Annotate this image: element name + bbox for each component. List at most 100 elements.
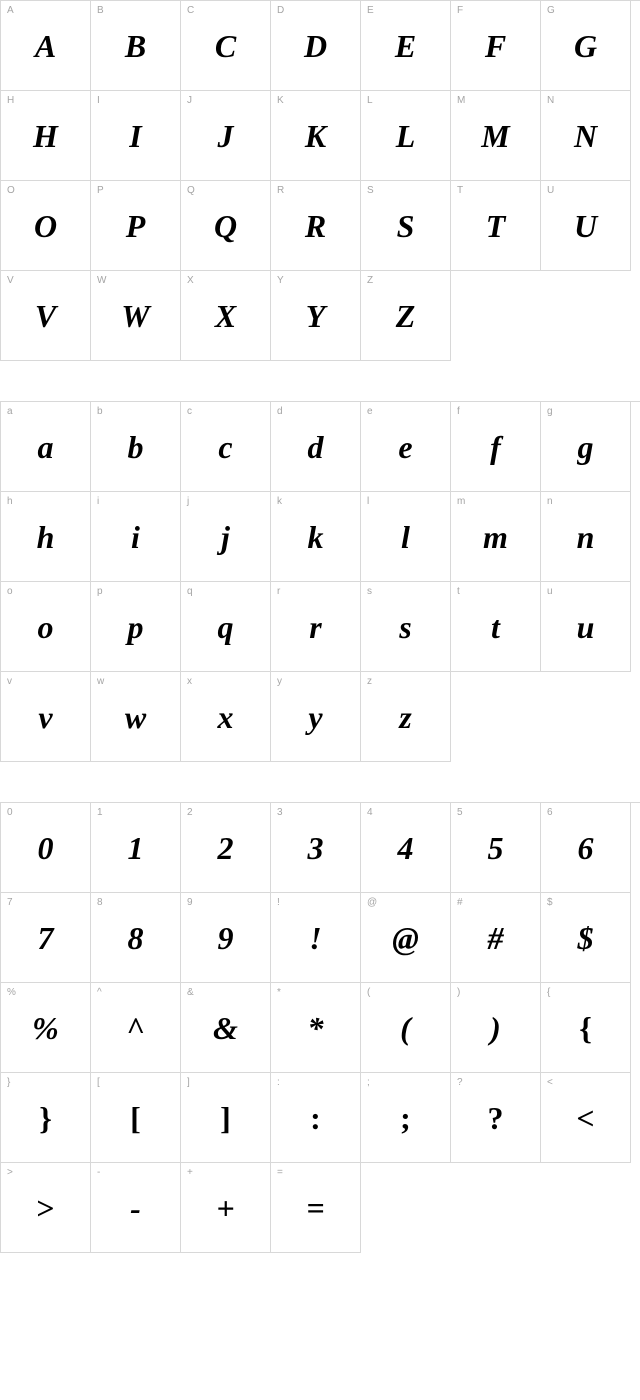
glyph-cell[interactable]: AA [1, 1, 91, 91]
glyph-cell[interactable]: tt [451, 582, 541, 672]
glyph-cell[interactable]: RR [271, 181, 361, 271]
glyph-cell[interactable]: gg [541, 402, 631, 492]
glyph-display: R [305, 210, 326, 242]
glyph-display: ! [309, 922, 321, 954]
glyph-cell[interactable]: YY [271, 271, 361, 361]
glyph-cell[interactable]: TT [451, 181, 541, 271]
glyph-cell[interactable]: UU [541, 181, 631, 271]
glyph-cell[interactable]: LL [361, 91, 451, 181]
glyph-cell[interactable]: yy [271, 672, 361, 762]
glyph-cell[interactable]: ]] [181, 1073, 271, 1163]
glyph-cell[interactable]: ee [361, 402, 451, 492]
glyph-cell[interactable]: %% [1, 983, 91, 1073]
glyph-cell[interactable]: vv [1, 672, 91, 762]
glyph-cell[interactable]: 88 [91, 893, 181, 983]
glyph-cell[interactable]: ++ [181, 1163, 271, 1253]
glyph-cell[interactable]: && [181, 983, 271, 1073]
glyph-cell[interactable]: oo [1, 582, 91, 672]
glyph-cell[interactable]: ^^ [91, 983, 181, 1073]
glyph-cell[interactable]: :: [271, 1073, 361, 1163]
section-uppercase: AABBCCDDEEFFGG HHIIJJKKLLMMNN OOPPQQRRSSTT… [0, 0, 640, 361]
glyph-cell[interactable]: pp [91, 582, 181, 672]
glyph-cell[interactable]: ww [91, 672, 181, 762]
glyph-cell[interactable]: (( [361, 983, 451, 1073]
glyph-cell[interactable]: == [271, 1163, 361, 1253]
glyph-cell[interactable]: dd [271, 402, 361, 492]
glyph-cell[interactable]: 33 [271, 803, 361, 893]
glyph-cell[interactable]: cc [181, 402, 271, 492]
glyph-cell[interactable]: ff [451, 402, 541, 492]
glyph-key-label: 7 [7, 897, 13, 908]
glyph-cell[interactable]: uu [541, 582, 631, 672]
glyph-cell[interactable]: EE [361, 1, 451, 91]
glyph-cell[interactable]: BB [91, 1, 181, 91]
glyph-cell[interactable]: -- [91, 1163, 181, 1253]
glyph-cell[interactable]: qq [181, 582, 271, 672]
glyph-cell[interactable]: DD [271, 1, 361, 91]
glyph-cell[interactable]: SS [361, 181, 451, 271]
glyph-cell[interactable]: nn [541, 492, 631, 582]
glyph-cell[interactable]: MM [451, 91, 541, 181]
glyph-cell[interactable]: $$ [541, 893, 631, 983]
glyph-cell[interactable]: {{ [541, 983, 631, 1073]
glyph-cell[interactable]: !! [271, 893, 361, 983]
glyph-cell[interactable]: zz [361, 672, 451, 762]
glyph-display: 5 [488, 832, 504, 864]
glyph-cell[interactable]: GG [541, 1, 631, 91]
glyph-cell[interactable]: PP [91, 181, 181, 271]
glyph-key-label: p [97, 586, 103, 597]
glyph-cell[interactable]: 00 [1, 803, 91, 893]
glyph-display: m [483, 521, 508, 553]
glyph-cell[interactable]: ZZ [361, 271, 451, 361]
glyph-key-label: # [457, 897, 463, 908]
glyph-cell[interactable]: << [541, 1073, 631, 1163]
glyph-key-label: E [367, 5, 374, 16]
glyph-cell[interactable]: WW [91, 271, 181, 361]
glyph-cell[interactable]: xx [181, 672, 271, 762]
glyph-cell[interactable]: XX [181, 271, 271, 361]
glyph-cell[interactable]: II [91, 91, 181, 181]
glyph-key-label: ) [457, 987, 460, 998]
glyph-display: 0 [38, 832, 54, 864]
glyph-cell[interactable]: jj [181, 492, 271, 582]
glyph-key-label: 3 [277, 807, 283, 818]
glyph-cell[interactable]: @@ [361, 893, 451, 983]
glyph-cell[interactable]: ** [271, 983, 361, 1073]
glyph-cell[interactable]: FF [451, 1, 541, 91]
glyph-cell[interactable]: >> [1, 1163, 91, 1253]
glyph-cell[interactable]: hh [1, 492, 91, 582]
glyph-cell[interactable]: ii [91, 492, 181, 582]
glyph-cell[interactable]: KK [271, 91, 361, 181]
glyph-cell[interactable]: 66 [541, 803, 631, 893]
glyph-cell[interactable]: JJ [181, 91, 271, 181]
glyph-cell[interactable]: VV [1, 271, 91, 361]
glyph-cell[interactable]: )) [451, 983, 541, 1073]
glyph-cell[interactable]: 22 [181, 803, 271, 893]
glyph-cell[interactable]: NN [541, 91, 631, 181]
glyph-cell[interactable]: rr [271, 582, 361, 672]
glyph-cell[interactable]: ## [451, 893, 541, 983]
glyph-cell[interactable]: bb [91, 402, 181, 492]
glyph-cell[interactable]: [[ [91, 1073, 181, 1163]
glyph-cell[interactable]: ss [361, 582, 451, 672]
glyph-cell[interactable]: aa [1, 402, 91, 492]
glyph-display: z [399, 701, 411, 733]
glyph-cell[interactable]: ?? [451, 1073, 541, 1163]
glyph-display: ] [220, 1102, 231, 1134]
glyph-cell[interactable]: mm [451, 492, 541, 582]
glyph-key-label: B [97, 5, 104, 16]
glyph-cell[interactable]: 44 [361, 803, 451, 893]
glyph-cell[interactable]: 11 [91, 803, 181, 893]
glyph-cell[interactable]: CC [181, 1, 271, 91]
glyph-cell[interactable]: 55 [451, 803, 541, 893]
glyph-key-label: ? [457, 1077, 463, 1088]
glyph-cell[interactable]: 77 [1, 893, 91, 983]
glyph-cell[interactable]: ll [361, 492, 451, 582]
glyph-cell[interactable]: OO [1, 181, 91, 271]
glyph-cell[interactable]: 99 [181, 893, 271, 983]
glyph-cell[interactable]: kk [271, 492, 361, 582]
glyph-cell[interactable]: ;; [361, 1073, 451, 1163]
glyph-cell[interactable]: }} [1, 1073, 91, 1163]
glyph-cell[interactable]: HH [1, 91, 91, 181]
glyph-cell[interactable]: QQ [181, 181, 271, 271]
